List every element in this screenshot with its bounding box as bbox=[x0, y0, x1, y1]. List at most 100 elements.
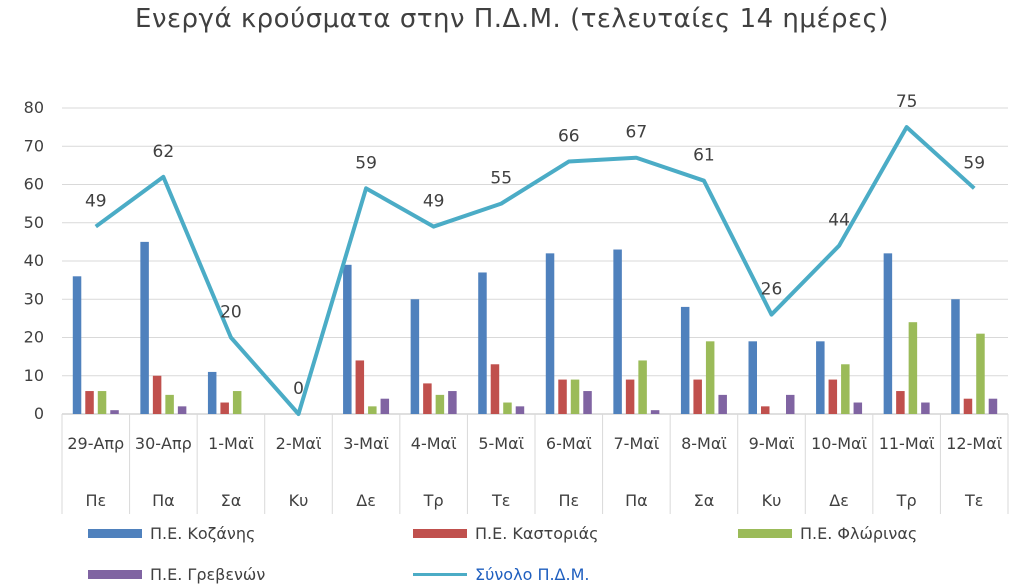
y-tick-label: 30 bbox=[24, 289, 44, 308]
bar bbox=[448, 391, 457, 414]
bar bbox=[232, 391, 242, 414]
data-label: 44 bbox=[828, 211, 850, 231]
bar bbox=[816, 341, 825, 414]
legend-swatch bbox=[88, 570, 142, 579]
bar bbox=[693, 379, 702, 414]
bar bbox=[650, 410, 660, 414]
x-weekday-label: Κυ bbox=[289, 491, 309, 510]
x-weekday-label: Δε bbox=[829, 491, 849, 510]
x-tick-label: 8-Μαϊ bbox=[681, 434, 727, 453]
bar bbox=[613, 249, 622, 414]
data-label: 75 bbox=[896, 92, 918, 112]
x-tick-label: 6-Μαϊ bbox=[546, 434, 592, 453]
bar bbox=[545, 253, 555, 414]
bar bbox=[951, 299, 960, 414]
legend-line-swatch bbox=[413, 573, 467, 576]
bar bbox=[908, 322, 918, 414]
data-label: 62 bbox=[153, 142, 175, 162]
x-weekday-label: Πα bbox=[152, 491, 175, 510]
x-weekday-label: Πε bbox=[85, 491, 106, 510]
bar bbox=[97, 391, 107, 414]
bar bbox=[207, 371, 217, 414]
bar bbox=[72, 276, 82, 414]
x-weekday-label: Τε bbox=[491, 491, 510, 510]
bar bbox=[110, 410, 119, 414]
legend-label: Σύνολο Π.Δ.Μ. bbox=[475, 565, 590, 584]
data-label: 26 bbox=[761, 280, 783, 300]
x-weekday-label: Δε bbox=[356, 491, 376, 510]
bar bbox=[558, 379, 567, 414]
data-label: 0 bbox=[293, 379, 304, 399]
bar bbox=[140, 241, 149, 414]
bar bbox=[680, 306, 690, 414]
bar bbox=[368, 406, 377, 414]
legend-item-kozani: Π.Ε. Κοζάνης bbox=[88, 523, 255, 543]
x-tick-label: 30-Απρ bbox=[135, 434, 192, 453]
data-label: 67 bbox=[626, 123, 648, 143]
data-label: 49 bbox=[85, 192, 107, 212]
x-tick-label: 11-Μαϊ bbox=[879, 434, 935, 453]
legend-item-kastoria: Π.Ε. Καστοριάς bbox=[413, 523, 599, 543]
x-weekday-label: Τρ bbox=[896, 491, 917, 510]
data-label: 49 bbox=[423, 192, 445, 212]
bar bbox=[410, 299, 420, 414]
bar bbox=[177, 406, 187, 414]
legend-swatch bbox=[88, 529, 142, 538]
bar bbox=[921, 402, 930, 414]
data-label: 59 bbox=[963, 153, 985, 173]
bar bbox=[165, 394, 174, 414]
x-tick-label: 4-Μαϊ bbox=[411, 434, 457, 453]
bar bbox=[638, 360, 647, 414]
bar bbox=[976, 333, 985, 414]
x-weekday-label: Τρ bbox=[423, 491, 444, 510]
bar bbox=[380, 398, 390, 414]
x-weekday-label: Τε bbox=[964, 491, 983, 510]
bar bbox=[423, 383, 432, 414]
bar bbox=[841, 364, 850, 414]
bar bbox=[988, 398, 998, 414]
bar bbox=[896, 391, 905, 414]
legend-item-grevena: Π.Ε. Γρεβενών bbox=[88, 564, 265, 584]
x-weekday-label: Σα bbox=[694, 491, 715, 510]
y-tick-label: 80 bbox=[24, 98, 44, 117]
chart-title: Ενεργά κρούσματα στην Π.Δ.Μ. (τελευταίες… bbox=[135, 4, 889, 34]
legend-label: Π.Ε. Φλώρινας bbox=[800, 524, 918, 543]
bar bbox=[761, 406, 770, 414]
y-tick-label: 20 bbox=[24, 328, 44, 347]
y-tick-label: 40 bbox=[24, 251, 44, 270]
data-label: 59 bbox=[355, 153, 377, 173]
bar bbox=[503, 402, 512, 414]
bar bbox=[435, 394, 445, 414]
bar bbox=[625, 379, 635, 414]
data-label: 20 bbox=[220, 303, 242, 323]
legend-item-total: Σύνολο Π.Δ.Μ. bbox=[413, 564, 589, 584]
y-tick-label: 0 bbox=[34, 404, 44, 423]
bar bbox=[718, 394, 727, 414]
bar bbox=[355, 360, 365, 414]
bar bbox=[786, 394, 795, 414]
bar bbox=[748, 341, 757, 414]
x-tick-label: 7-Μαϊ bbox=[613, 434, 659, 453]
x-tick-label: 10-Μαϊ bbox=[811, 434, 867, 453]
bar bbox=[343, 264, 352, 414]
legend-swatch bbox=[738, 529, 792, 538]
x-tick-label: 29-Απρ bbox=[67, 434, 124, 453]
y-tick-label: 50 bbox=[24, 213, 44, 232]
bar bbox=[570, 379, 580, 414]
total-line bbox=[94, 125, 976, 416]
x-tick-label: 2-Μαϊ bbox=[276, 434, 322, 453]
bar bbox=[705, 341, 715, 414]
x-tick-label: 12-Μαϊ bbox=[946, 434, 1002, 453]
data-label: 66 bbox=[558, 127, 580, 147]
bar bbox=[85, 391, 94, 414]
bar bbox=[152, 375, 162, 414]
y-tick-label: 70 bbox=[24, 136, 44, 155]
x-tick-label: 3-Μαϊ bbox=[343, 434, 389, 453]
legend-label: Π.Ε. Γρεβενών bbox=[150, 565, 266, 584]
bar bbox=[883, 253, 893, 414]
legend-label: Π.Ε. Καστοριάς bbox=[475, 524, 599, 543]
data-label: 55 bbox=[490, 169, 512, 189]
legend-swatch bbox=[413, 529, 467, 538]
bar bbox=[515, 406, 525, 414]
